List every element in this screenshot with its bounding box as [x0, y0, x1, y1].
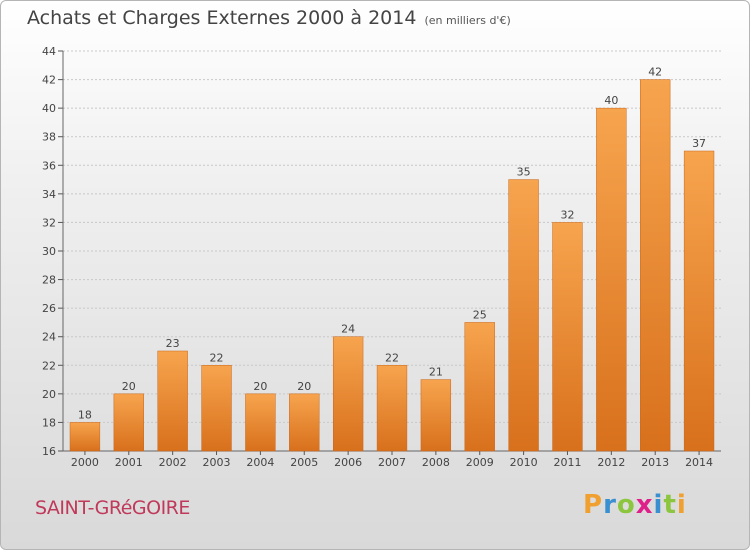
data-label: 37 — [692, 137, 706, 150]
x-tick-label: 2010 — [510, 456, 538, 469]
data-label: 40 — [604, 94, 618, 107]
brand-letter: o — [616, 490, 636, 520]
bar-2012 — [596, 107, 627, 452]
y-tick-label: 38 — [42, 131, 56, 144]
y-tick-label: 34 — [42, 188, 56, 201]
bars — [69, 79, 715, 452]
y-tick-label: 16 — [42, 445, 56, 458]
y-tick-label: 40 — [42, 102, 56, 115]
data-label: 25 — [473, 308, 487, 321]
brand-letter: r — [603, 490, 617, 520]
brand-logo[interactable]: Proxiti — [583, 490, 687, 520]
y-tick-label: 20 — [42, 388, 56, 401]
data-label: 20 — [297, 380, 311, 393]
x-tick-label: 2009 — [466, 456, 494, 469]
data-label: 35 — [517, 166, 531, 179]
data-label: 24 — [341, 323, 355, 336]
y-tick-label: 18 — [42, 416, 56, 429]
y-tick-label: 24 — [42, 331, 56, 344]
x-tick-label: 2012 — [597, 456, 625, 469]
x-tick-label: 2002 — [159, 456, 187, 469]
data-label: 22 — [385, 351, 399, 364]
x-tick-label: 2007 — [378, 456, 406, 469]
labels: 18 2000 20 2001 23 2002 22 2003 20 2004 20 2005 24 20… — [71, 66, 713, 469]
y-tick-label: 30 — [42, 245, 56, 258]
y-tick-label: 36 — [42, 159, 56, 172]
bar-2003 — [201, 365, 232, 452]
bar-2002 — [157, 350, 188, 452]
y-tick-label: 22 — [42, 359, 56, 372]
bar-2008 — [420, 379, 452, 452]
x-tick-label: 2001 — [115, 456, 143, 469]
data-label: 20 — [122, 380, 136, 393]
data-label: 22 — [210, 351, 224, 364]
y-tick-label: 44 — [42, 45, 56, 58]
x-tick-label: 2004 — [246, 456, 274, 469]
x-tick-label: 2000 — [71, 456, 99, 469]
y-tick-label: 42 — [42, 74, 56, 87]
bar-2013 — [640, 79, 671, 452]
y-tick-label: 32 — [42, 216, 56, 229]
x-tick-label: 2006 — [334, 456, 362, 469]
bar-2006 — [332, 336, 364, 452]
x-tick-label: 2014 — [685, 456, 713, 469]
bar-2009 — [464, 322, 495, 452]
x-tick-label: 2011 — [553, 456, 581, 469]
y-tick-label: 28 — [42, 274, 56, 287]
x-tick-label: 2003 — [203, 456, 231, 469]
bar-2007 — [376, 365, 408, 452]
commune-name: SAINT-GRéGOIRE — [35, 497, 190, 519]
x-tick-label: 2005 — [290, 456, 318, 469]
bar-2014 — [683, 150, 715, 452]
data-label: 21 — [429, 366, 443, 379]
bar-2011 — [552, 222, 583, 452]
brand-letter: P — [583, 490, 604, 520]
data-label: 23 — [166, 337, 180, 350]
bar-2005 — [289, 393, 320, 452]
data-label: 32 — [560, 208, 574, 221]
chart-title-text: Achats et Charges Externes 2000 à 2014 — [27, 7, 417, 29]
brand-letter: x — [635, 490, 654, 520]
bar-2000 — [69, 422, 101, 452]
brand-letter: i — [653, 490, 664, 520]
bar-2004 — [245, 393, 276, 452]
bar-2010 — [508, 179, 539, 452]
brand-letter: i — [676, 490, 687, 520]
data-label: 20 — [253, 380, 267, 393]
data-label: 42 — [648, 66, 662, 79]
x-tick-label: 2008 — [422, 456, 450, 469]
chart-title: Achats et Charges Externes 2000 à 2014 (e… — [27, 7, 511, 29]
chart-unit: (en milliers d'€) — [424, 14, 511, 27]
x-tick-label: 2013 — [641, 456, 669, 469]
data-label: 18 — [78, 408, 92, 421]
y-tick-label: 26 — [42, 302, 56, 315]
bar-2001 — [113, 393, 144, 452]
brand-letter: t — [663, 490, 677, 520]
